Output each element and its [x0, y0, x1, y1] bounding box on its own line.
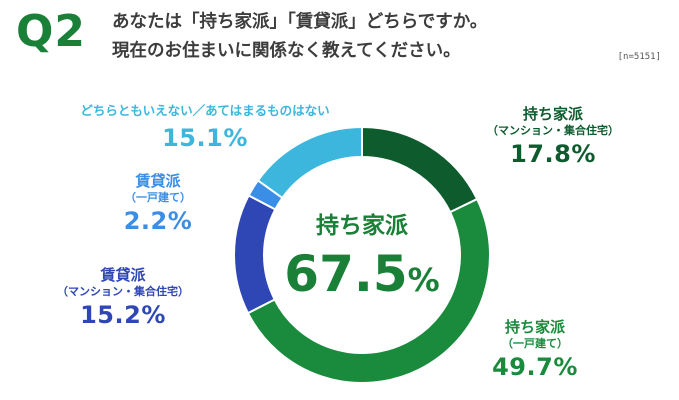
- center-label-value: 67.5%: [262, 244, 462, 310]
- slice-value: 2.2%: [123, 207, 193, 235]
- donut-slice-neither: [256, 125, 363, 200]
- slice-name: どちらともいえない／あてはまるものはない: [80, 103, 330, 118]
- slice-value: 15.2%: [80, 301, 166, 329]
- slice-label-rent-condo: 賃貸派 （マンション・集合住宅） 15.2%: [28, 266, 218, 331]
- slice-label-neither: どちらともいえない／あてはまるものはない 15.1%: [30, 102, 380, 154]
- slice-value: 17.8%: [510, 140, 596, 168]
- slice-label-rent-house: 賃貸派 （一戸建て） 2.2%: [98, 172, 218, 237]
- center-value: 67.5: [284, 245, 408, 303]
- center-label-name: 持ち家派: [316, 213, 408, 239]
- question-text: あなたは「持ち家派」「賃貸派」どちらですか。 現在のお住まいに関係なく教えてくだ…: [112, 8, 582, 66]
- slice-value: 49.7%: [492, 353, 578, 381]
- question-line-2: 現在のお住まいに関係なく教えてください。: [112, 41, 461, 61]
- center-unit: %: [407, 261, 440, 299]
- question-line-1: あなたは「持ち家派」「賃貸派」どちらですか。: [112, 12, 488, 32]
- sample-size-note: [n=5151]: [617, 52, 661, 62]
- slice-sub: （マンション・集合住宅）: [57, 285, 189, 298]
- slice-name: 賃貸派: [135, 172, 181, 190]
- donut-slice-owned-house: [246, 197, 491, 385]
- slice-value: 15.1%: [162, 124, 248, 152]
- question-number: Q2: [16, 6, 87, 57]
- slice-sub: （マンション・集合住宅）: [487, 124, 619, 137]
- slice-sub: （一戸建て）: [502, 337, 568, 350]
- slice-name: 持ち家派: [504, 318, 565, 336]
- slice-label-owned-house: 持ち家派 （一戸建て） 49.7%: [470, 318, 600, 383]
- slice-label-owned-condo: 持ち家派 （マンション・集合住宅） 17.8%: [458, 105, 648, 170]
- slice-name: 賃貸派: [100, 266, 146, 284]
- slice-sub: （一戸建て）: [125, 191, 191, 204]
- slice-name: 持ち家派: [522, 105, 583, 123]
- center-summary: 持ち家派 67.5%: [262, 206, 462, 310]
